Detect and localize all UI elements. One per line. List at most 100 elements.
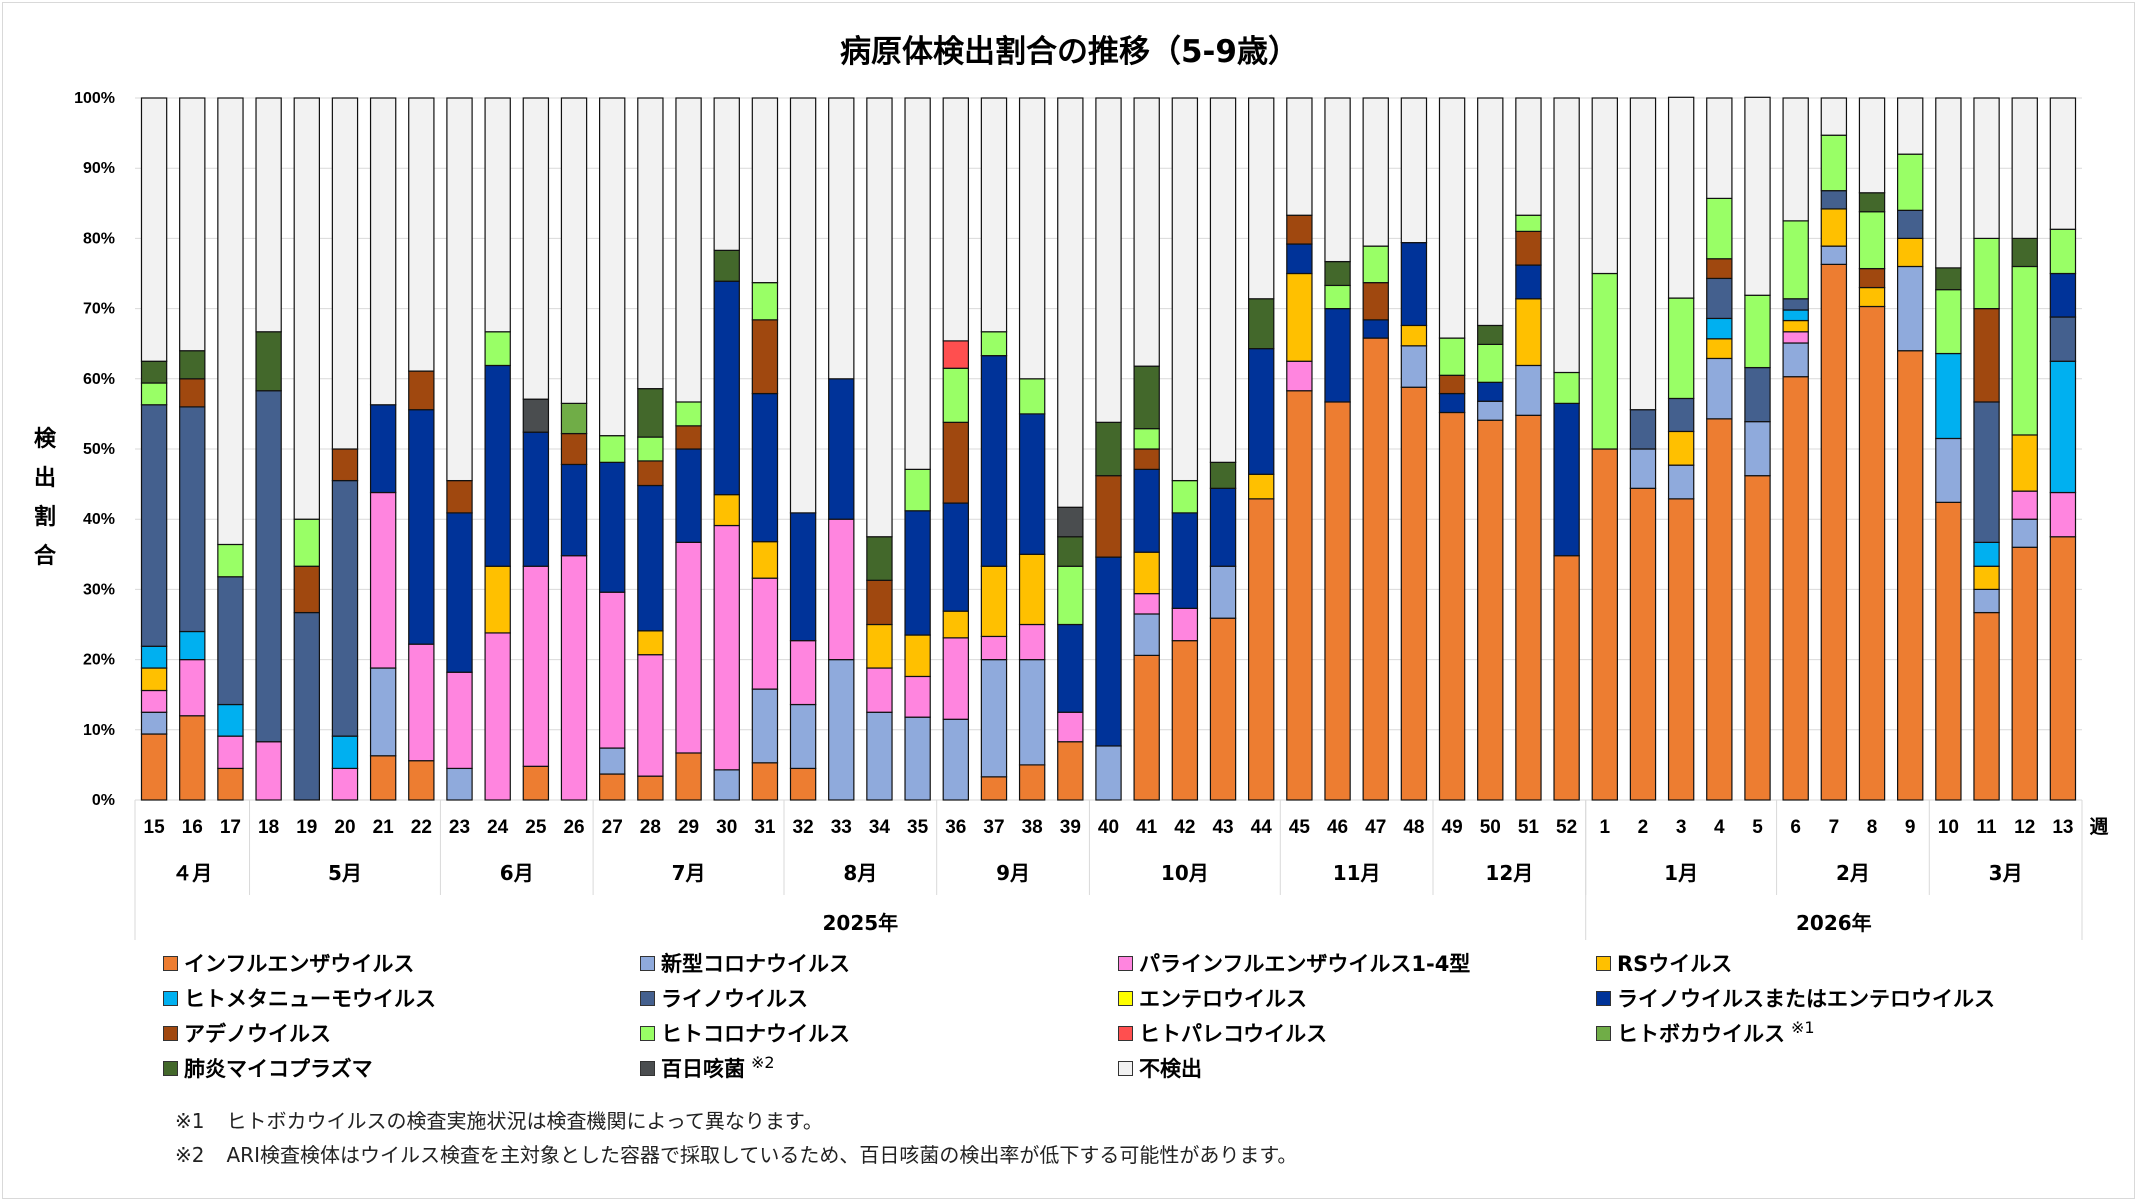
- x-tick-label: 42: [1174, 817, 1195, 838]
- x-tick-label: 22: [411, 817, 432, 838]
- bar-segment: [637, 775, 664, 801]
- bar-segment: [1591, 448, 1618, 801]
- x-tick-label: 46: [1327, 817, 1348, 838]
- bar-segment: [140, 733, 168, 801]
- bar-week-5: [1744, 96, 1771, 801]
- bar-segment: [1629, 409, 1657, 450]
- bar-segment: [637, 654, 664, 777]
- legend-label: 不検出: [1139, 1057, 1202, 1081]
- bar-segment: [1897, 265, 1924, 352]
- month-label: 11月: [1333, 861, 1381, 885]
- bar-week-41: [1133, 97, 1160, 801]
- bar-segment: [1782, 220, 1809, 300]
- y-tick-labels: 0% 10% 20% 30% 40% 50% 60% 70% 80% 90% 100%: [74, 90, 115, 809]
- bar-segment: [980, 635, 1008, 661]
- bar-segment: [140, 711, 168, 735]
- bar-segment: [1973, 541, 2000, 567]
- bar-segment: [866, 97, 893, 538]
- bar-segment: [980, 776, 1008, 801]
- x-tick-label: 44: [1251, 817, 1273, 838]
- bar-segment: [1706, 357, 1733, 420]
- legend-swatch: [640, 990, 655, 1006]
- bar-segment: [2011, 546, 2038, 801]
- bar-segment: [1782, 97, 1809, 222]
- bar-segment: [904, 634, 931, 678]
- bar-segment: [1897, 237, 1924, 268]
- bar-segment: [293, 565, 320, 614]
- bar-segment: [1973, 308, 2000, 403]
- month-label: 7月: [672, 861, 706, 885]
- bar-segment: [408, 643, 435, 762]
- bar-segment: [255, 390, 282, 743]
- bar-segment: [1400, 386, 1428, 801]
- bar-segment: [1171, 97, 1199, 482]
- bar-segment: [1935, 501, 1962, 801]
- y-axis-label-char: 検: [33, 427, 56, 452]
- bar-segment: [599, 435, 626, 463]
- chart-title: 病原体検出割合の推移（5-9歳）: [839, 34, 1299, 70]
- bar-segment: [1744, 96, 1771, 296]
- legend-swatch: [1118, 1060, 1133, 1076]
- bar-segment: [1515, 264, 1542, 300]
- bar-week-2: [1629, 97, 1657, 801]
- bar-segment: [369, 97, 397, 406]
- bar-segment: [179, 406, 206, 633]
- bar-segment: [331, 448, 359, 482]
- bar-segment: [140, 404, 168, 647]
- bar-segment: [1858, 97, 1886, 194]
- bar-segment: [217, 767, 244, 801]
- bar-segment: [599, 591, 626, 749]
- bar-segment: [1438, 97, 1466, 339]
- legend-label: 百日咳菌: [661, 1057, 745, 1081]
- legend-swatch: [640, 1060, 655, 1076]
- bar-segment: [1018, 623, 1046, 661]
- bar-segment: [713, 524, 740, 771]
- bar-segment: [675, 425, 702, 450]
- bar-segment: [828, 518, 855, 661]
- y-tick-label: 20%: [83, 652, 115, 669]
- legend-label: ライノウイルス: [661, 987, 808, 1011]
- bar-week-24: [484, 97, 511, 801]
- bar-segment: [1515, 298, 1542, 367]
- bar-week-20: [331, 97, 359, 801]
- x-tick-label: 25: [525, 817, 547, 838]
- bar-week-1: [1591, 97, 1618, 801]
- legend-swatch: [163, 990, 178, 1006]
- bar-week-28: [637, 97, 664, 801]
- year-label: 2026年: [1796, 911, 1872, 935]
- bar-segment: [1667, 430, 1695, 466]
- bar-segment: [675, 752, 702, 801]
- bar-segment: [942, 97, 969, 342]
- legend-swatch: [1118, 990, 1133, 1006]
- bar-segment: [637, 436, 664, 462]
- bar-segment: [1477, 343, 1504, 383]
- bar-segment: [446, 512, 473, 673]
- bar-segment: [942, 718, 969, 801]
- bar-segment: [1477, 324, 1504, 346]
- bar-segment: [599, 461, 626, 593]
- bar-segment: [713, 280, 740, 496]
- legend-label: パラインフルエンザウイルス1-4型: [1139, 952, 1471, 976]
- bar-segment: [751, 282, 779, 321]
- bar-segment: [1515, 414, 1542, 801]
- bar-week-52: [1553, 97, 1580, 801]
- bar-segment: [1744, 475, 1771, 801]
- footnote: ※1 ヒトボカウイルスの検査実施状況は検査機関によって異なります。: [175, 1104, 1297, 1138]
- bar-week-22: [408, 97, 435, 801]
- x-tick-label: 5: [1752, 817, 1763, 838]
- legend-swatch: [640, 1025, 655, 1041]
- bar-segment: [751, 97, 779, 284]
- bar-segment: [1209, 97, 1237, 463]
- x-tick-label: 8: [1867, 817, 1878, 838]
- bar-segment: [1362, 245, 1389, 284]
- bar-segment: [789, 512, 817, 642]
- bar-segment: [675, 541, 702, 754]
- bar-segment: [1324, 308, 1351, 403]
- y-tick-label: 60%: [83, 371, 115, 388]
- bar-week-37: [980, 97, 1008, 801]
- bar-segment: [1018, 553, 1046, 626]
- bar-segment: [331, 767, 359, 801]
- bar-segment: [217, 97, 244, 546]
- legend-item: 肺炎マイコプラズマ: [163, 1053, 373, 1083]
- bar-segment: [560, 97, 588, 404]
